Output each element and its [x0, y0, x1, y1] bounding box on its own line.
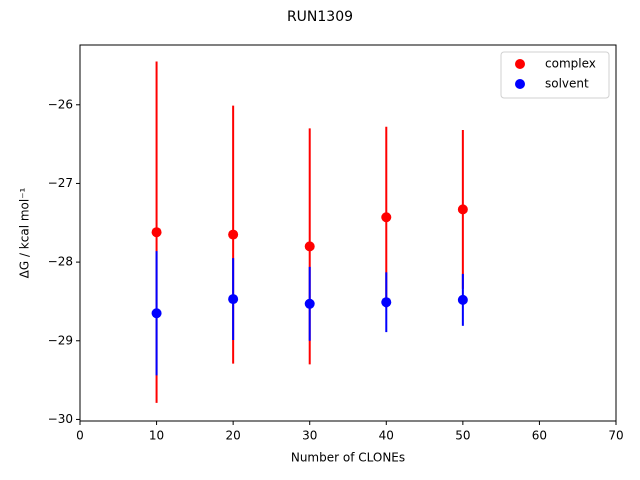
x-axis-label: Number of CLONEs — [291, 451, 405, 465]
point — [457, 294, 468, 305]
point — [304, 298, 315, 309]
y-tick-label: −29 — [48, 333, 73, 347]
x-tick-label: 50 — [455, 429, 470, 443]
point — [151, 308, 162, 319]
x-tick-label: 0 — [76, 429, 84, 443]
point — [228, 229, 239, 240]
legend-label: complex — [545, 57, 596, 71]
x-tick-label: 20 — [226, 429, 241, 443]
point — [381, 212, 392, 223]
point — [381, 297, 392, 308]
chart-title: RUN1309 — [287, 9, 353, 25]
x-tick-label: 30 — [302, 429, 317, 443]
x-tick-label: 10 — [149, 429, 164, 443]
axes-frame — [79, 44, 617, 422]
y-tick-label: −26 — [48, 97, 73, 111]
y-axis-label: ΔG / kcal mol⁻¹ — [18, 187, 32, 278]
x-tick-label: 70 — [608, 429, 623, 443]
legend-marker — [515, 79, 525, 89]
legend-marker — [515, 59, 525, 69]
x-tick-label: 60 — [532, 429, 547, 443]
y-tick-label: −30 — [48, 412, 73, 426]
y-tick-label: −28 — [48, 255, 73, 269]
point — [457, 204, 468, 215]
legend-label: solvent — [545, 77, 589, 91]
legend-box — [500, 51, 610, 99]
point — [228, 294, 239, 305]
y-tick-label: −27 — [48, 176, 73, 190]
point — [304, 241, 315, 252]
x-tick-label: 40 — [379, 429, 394, 443]
point — [151, 227, 162, 238]
